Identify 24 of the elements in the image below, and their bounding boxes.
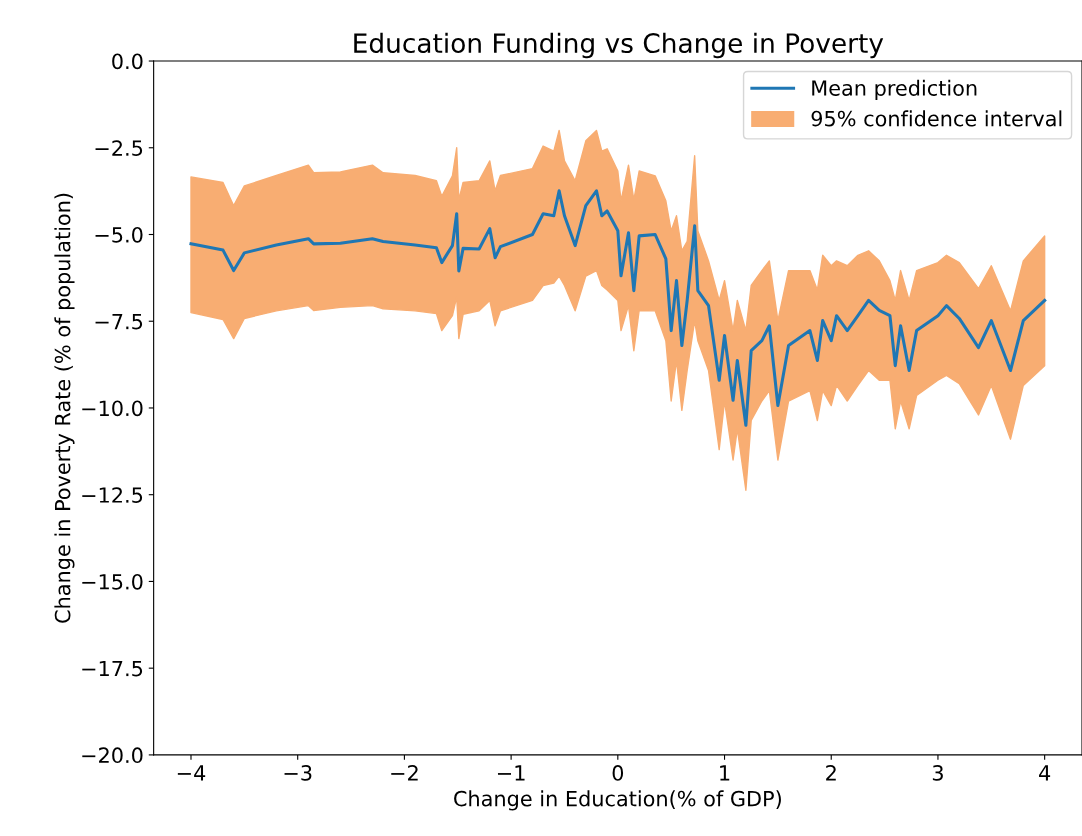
x-axis-title: Change in Education(% of GDP) [454,790,781,811]
y-tick-label: −7.5 [95,313,143,330]
x-tick-label: 1 [720,765,730,781]
chart-title: Education Funding vs Change in Poverty [354,32,884,59]
y-tick-label: −2.5 [95,140,143,156]
x-tick-label: −3 [284,765,312,781]
x-tick-label: −2 [391,765,418,781]
y-axis-title: Change in Poverty Rate (% of population) [54,193,75,623]
y-tick-label: 0.0 [112,53,143,70]
x-tick-label: 4 [1039,765,1051,781]
y-tick-label: −5.0 [95,226,143,243]
x-tick-label: 3 [932,765,943,781]
legend-label: Mean prediction [812,79,977,100]
x-tick-label: −4 [177,765,206,781]
y-tick-label: −12.5 [82,487,143,503]
y-tick-label: −10.0 [82,400,143,417]
legend-label: 95% confidence interval [811,110,1062,127]
y-tick-label: −15.0 [82,573,143,590]
x-tick-label: 2 [826,765,836,781]
line-series [189,189,1047,427]
x-tick-label: −1 [497,765,525,781]
x-tick-label: 0 [612,765,624,781]
y-tick-label: −20.0 [82,747,143,764]
y-tick-label: −17.5 [82,660,143,677]
